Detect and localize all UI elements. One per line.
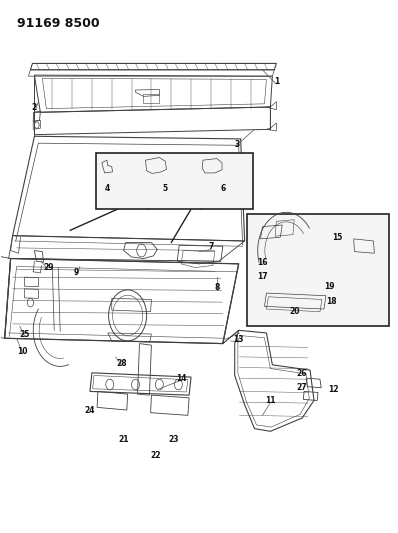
Text: 14: 14 — [176, 374, 186, 383]
Text: 10: 10 — [17, 347, 28, 356]
Text: 2: 2 — [32, 102, 37, 111]
Text: 25: 25 — [20, 330, 30, 339]
Text: 13: 13 — [233, 335, 244, 344]
Text: 28: 28 — [116, 359, 127, 368]
Text: 7: 7 — [208, 242, 214, 251]
Bar — [247, 214, 389, 326]
Text: 12: 12 — [329, 385, 339, 394]
Text: 6: 6 — [220, 184, 225, 193]
Text: 21: 21 — [118, 435, 129, 444]
Text: 18: 18 — [326, 296, 337, 305]
Text: 8: 8 — [214, 283, 220, 292]
Text: 9: 9 — [73, 269, 79, 277]
Text: 11: 11 — [265, 396, 276, 405]
Text: 27: 27 — [297, 383, 307, 392]
Text: 5: 5 — [163, 184, 168, 193]
Text: 19: 19 — [325, 282, 335, 291]
Text: 24: 24 — [85, 406, 95, 415]
Text: 20: 20 — [289, 307, 299, 316]
Text: 23: 23 — [168, 435, 178, 444]
Text: 16: 16 — [257, 258, 268, 266]
Text: 91169 8500: 91169 8500 — [17, 17, 99, 30]
Text: 29: 29 — [43, 263, 54, 272]
Text: 1: 1 — [274, 77, 279, 86]
Text: 26: 26 — [297, 369, 307, 378]
Text: 15: 15 — [333, 233, 343, 242]
Bar — [96, 154, 253, 209]
Text: 4: 4 — [105, 184, 110, 193]
Text: 17: 17 — [257, 272, 268, 280]
Text: 3: 3 — [234, 140, 239, 149]
Text: 22: 22 — [150, 451, 161, 460]
